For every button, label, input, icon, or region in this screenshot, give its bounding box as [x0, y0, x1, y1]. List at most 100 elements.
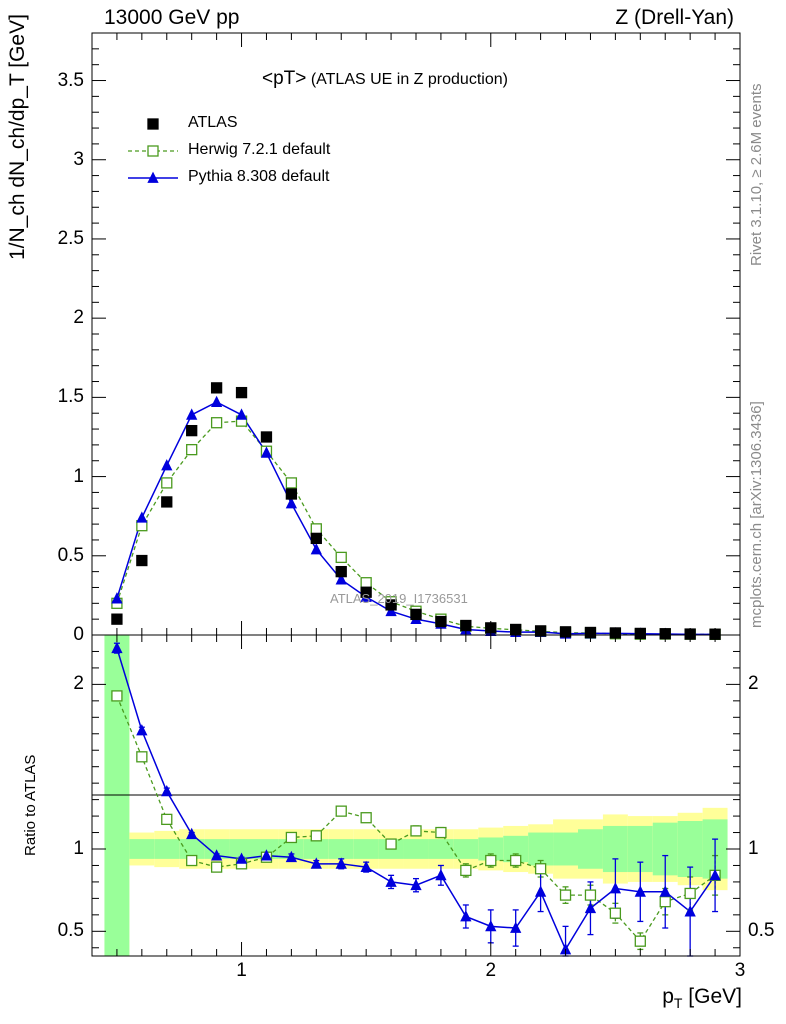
- atlas-data-point: [285, 488, 298, 500]
- x-axis-label-subscript: T: [673, 995, 683, 1012]
- band-inner-bin: [179, 839, 205, 859]
- herwig-main-point: [285, 477, 298, 489]
- atlas-data-point: [410, 608, 422, 621]
- pythia-ratio-point: [360, 860, 372, 873]
- plot-title-sub: (ATLAS UE in Z production): [310, 71, 508, 88]
- herwig-main-point: [310, 523, 322, 535]
- pythia-ratio-point: [534, 885, 547, 897]
- herwig-ratio-point: [485, 854, 497, 867]
- pythia-ratio-point: [335, 857, 347, 869]
- ratio-y-tick-label-left: 1: [73, 838, 84, 859]
- herwig-ratio-point: [161, 813, 173, 826]
- herwig-main-point: [210, 417, 223, 429]
- legend-markers: [128, 118, 178, 183]
- herwig-ratio-point: [534, 863, 547, 875]
- herwig-ratio-point: [510, 854, 522, 867]
- atlas-data-point: [335, 565, 347, 578]
- atlas-data-point: [360, 586, 372, 598]
- herwig-ratio-point: [659, 896, 671, 908]
- main-y-tick-label: 2: [73, 307, 84, 329]
- herwig-ratio-point: [186, 854, 198, 867]
- band-inner-bin: [478, 837, 504, 861]
- atlas-data-point: [136, 554, 148, 567]
- legend-label-pythia: Pythia 8.308 default: [188, 168, 330, 185]
- axis-ticks: [91, 32, 741, 956]
- main-y-tick-label: 3.5: [57, 69, 84, 91]
- band-inner-bin: [353, 839, 379, 859]
- herwig-ratio-point: [634, 935, 646, 947]
- atlas-data-point: [385, 599, 397, 611]
- main-y-tick-label: 1.5: [57, 386, 84, 408]
- x-tick-label: 2: [485, 960, 497, 981]
- herwig-ratio-point: [460, 864, 472, 877]
- herwig-ratio-point: [684, 887, 696, 900]
- pythia-ratio-point: [609, 882, 622, 894]
- herwig-ratio-point: [609, 907, 622, 919]
- herwig-ratio-point: [310, 830, 322, 842]
- pythia-ratio-point: [111, 641, 123, 654]
- legend-label-herwig: Herwig 7.2.1 default: [188, 141, 331, 158]
- atlas-data-point: [435, 615, 447, 628]
- atlas-data-point: [210, 382, 223, 394]
- pythia-main-point: [161, 459, 173, 471]
- band-inner-bin: [303, 839, 329, 859]
- pythia-ratio-point: [260, 849, 273, 861]
- atlas-data-point: [161, 496, 173, 508]
- atlas-data-point: [186, 424, 198, 437]
- atlas-data-point: [235, 386, 248, 399]
- pythia-ratio-point: [210, 849, 223, 861]
- herwig-main-point: [335, 551, 347, 564]
- band-inner-bin: [453, 839, 479, 859]
- main-y-axis-label: 1/N_ch dN_ch/dp_T [GeV]: [6, 14, 29, 260]
- pythia-main-point: [310, 543, 322, 555]
- energy-label: 13000 GeV pp: [104, 6, 240, 29]
- legend-marker-atlas: [147, 118, 159, 130]
- ratio-series-group: [111, 641, 721, 957]
- ratio-y-tick-label-left: 2: [73, 673, 84, 695]
- band-inner-bin: [204, 839, 230, 859]
- pythia-ratio-point: [410, 878, 422, 891]
- main-y-tick-label: 1: [73, 465, 84, 487]
- band-inner-bin: [578, 829, 603, 869]
- ratio-y-tick-label-right: 1: [748, 838, 759, 859]
- herwig-main-point: [186, 443, 198, 456]
- pythia-main-point: [335, 573, 347, 585]
- legend-marker-herwig: [147, 145, 159, 157]
- herwig-ratio-point: [360, 812, 372, 824]
- pythia-ratio-point: [235, 852, 248, 864]
- ratio-y-axis-label: Ratio to ATLAS: [22, 754, 39, 856]
- herwig-ratio-point: [385, 838, 397, 850]
- pythia-main-point: [136, 511, 148, 523]
- band-inner-bin: [553, 832, 578, 866]
- x-tick-label: 1: [236, 960, 247, 981]
- pythia-main-point: [111, 592, 123, 604]
- main-y-tick-label: 3: [73, 148, 84, 170]
- band-inner-bin: [278, 839, 304, 859]
- x-tick-label: 3: [734, 960, 746, 981]
- pythia-ratio-point: [310, 857, 322, 869]
- herwig-ratio-point: [410, 825, 422, 837]
- plot-title: <pT> (ATLAS UE in Z production): [262, 68, 508, 90]
- ratio-uncertainty-bands: [104, 635, 728, 956]
- band-inner-bin: [229, 839, 254, 859]
- x-axis-label: pT [GeV]: [662, 985, 742, 1011]
- pythia-ratio-point: [634, 885, 646, 897]
- atlas-data-point: [260, 431, 273, 443]
- main-y-tick-label: 0.5: [57, 544, 84, 566]
- pythia-ratio-point: [684, 905, 696, 917]
- ratio-y-tick-label-right: 0.5: [748, 920, 775, 942]
- pythia-ratio-point: [161, 784, 173, 797]
- pythia-ratio-point: [460, 910, 472, 922]
- herwig-main-point: [161, 477, 173, 489]
- pythia-ratio-point: [385, 875, 397, 887]
- pythia-ratio-point: [510, 921, 522, 933]
- pythia-main-point: [210, 395, 223, 408]
- pythia-main-point: [186, 408, 198, 420]
- ratio-y-tick-label-left: 0.5: [57, 920, 84, 942]
- pythia-ratio-point: [659, 885, 671, 897]
- pythia-ratio-line: [116, 647, 716, 952]
- analysis-watermark: ATLAS_2019_I1736531: [330, 591, 468, 606]
- herwig-ratio-point: [559, 889, 572, 901]
- atlas-data-point: [310, 532, 322, 545]
- main-y-tick-label: 2.5: [57, 227, 84, 249]
